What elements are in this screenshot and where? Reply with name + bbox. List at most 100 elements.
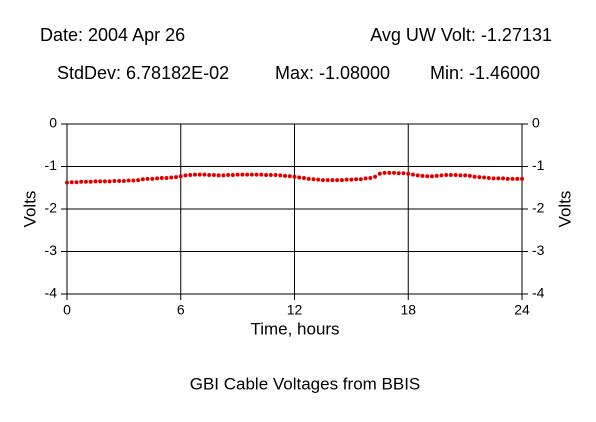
data-point (98, 179, 103, 184)
y-tick-label: 0 (49, 115, 57, 131)
data-point (249, 172, 254, 177)
data-point (174, 175, 179, 180)
max-text: Max: -1.08000 (275, 63, 390, 83)
min-text: Min: -1.46000 (430, 63, 540, 83)
data-point (121, 178, 126, 183)
data-point (88, 179, 93, 184)
y2-tick-label: -3 (532, 242, 545, 258)
data-point (325, 178, 330, 183)
data-point (264, 173, 269, 177)
avg-text: Avg UW Volt: -1.27131 (370, 25, 552, 45)
x-tick-label: 24 (514, 302, 530, 318)
data-point (463, 173, 468, 178)
data-point (112, 178, 117, 183)
data-point (344, 177, 349, 182)
data-point (207, 173, 212, 177)
data-point (420, 173, 425, 178)
data-point (254, 172, 259, 177)
data-point (301, 175, 306, 180)
y-tick-label: -1 (45, 157, 58, 173)
data-point (155, 176, 160, 181)
data-point (287, 174, 292, 179)
data-point (107, 179, 112, 184)
data-point (159, 175, 164, 180)
data-point (392, 170, 397, 175)
data-point (377, 171, 382, 176)
x-tick-label: 0 (63, 302, 71, 318)
data-point (69, 180, 74, 185)
data-point (240, 172, 245, 177)
data-point (429, 174, 434, 179)
data-point (396, 171, 401, 176)
chart-title: GBI Cable Voltages from BBIS (190, 374, 421, 393)
data-point (65, 180, 69, 185)
data-point (467, 173, 472, 178)
y-axis-label: Volts (20, 191, 39, 228)
data-point (202, 172, 207, 177)
data-point (510, 176, 515, 181)
stddev-text: StdDev: 6.78182E-02 (57, 63, 229, 83)
x-tick-label: 18 (400, 302, 416, 318)
data-point (434, 173, 439, 178)
data-point (477, 175, 482, 180)
data-point (387, 170, 392, 175)
data-point (145, 176, 150, 181)
data-point (316, 177, 321, 182)
y2-axis-label: Volts (555, 191, 574, 228)
data-point (150, 176, 155, 181)
data-point (235, 172, 240, 177)
data-point (102, 179, 107, 184)
data-point (415, 173, 420, 178)
y-tick-label: -3 (45, 242, 58, 258)
data-point (278, 173, 283, 178)
data-point (505, 176, 510, 181)
data-point (453, 173, 458, 177)
data-point (491, 176, 496, 181)
y2-tick-label: 0 (532, 115, 540, 131)
data-point (358, 177, 363, 182)
data-point (283, 173, 288, 178)
data-point (188, 173, 193, 177)
data-point (126, 178, 131, 183)
data-point (330, 178, 335, 183)
plot-frame (66, 123, 523, 295)
data-point (74, 180, 79, 185)
data-point (520, 176, 524, 181)
data-point (211, 173, 216, 177)
data-point (169, 175, 174, 180)
data-point (401, 171, 406, 176)
data-point (226, 173, 231, 177)
data-point (349, 177, 354, 182)
data-point (197, 172, 202, 177)
y2-tick-label: -2 (532, 200, 545, 216)
data-point (79, 179, 84, 184)
data-point (439, 173, 444, 178)
data-point (472, 174, 477, 179)
data-point (221, 173, 226, 178)
data-point (117, 178, 122, 183)
data-point (131, 178, 136, 183)
data-point (178, 174, 183, 179)
data-point (363, 176, 368, 181)
data-point (335, 178, 340, 183)
data-point (339, 178, 344, 183)
data-point (458, 173, 463, 178)
data-point (320, 178, 325, 183)
y2-tick-label: -4 (532, 285, 545, 301)
x-tick-label: 12 (287, 302, 303, 318)
data-point (306, 176, 311, 181)
y-tick-label: -2 (45, 200, 58, 216)
data-point (259, 172, 264, 177)
data-point (140, 177, 145, 182)
data-point (515, 176, 520, 181)
data-point (136, 178, 141, 183)
data-point (425, 174, 430, 179)
data-point (292, 174, 297, 179)
data-point (496, 176, 501, 181)
data-point (382, 170, 387, 175)
data-point (183, 173, 188, 178)
data-point (311, 177, 316, 182)
data-point (486, 175, 491, 180)
data-point (216, 173, 221, 178)
data-point (354, 177, 359, 182)
